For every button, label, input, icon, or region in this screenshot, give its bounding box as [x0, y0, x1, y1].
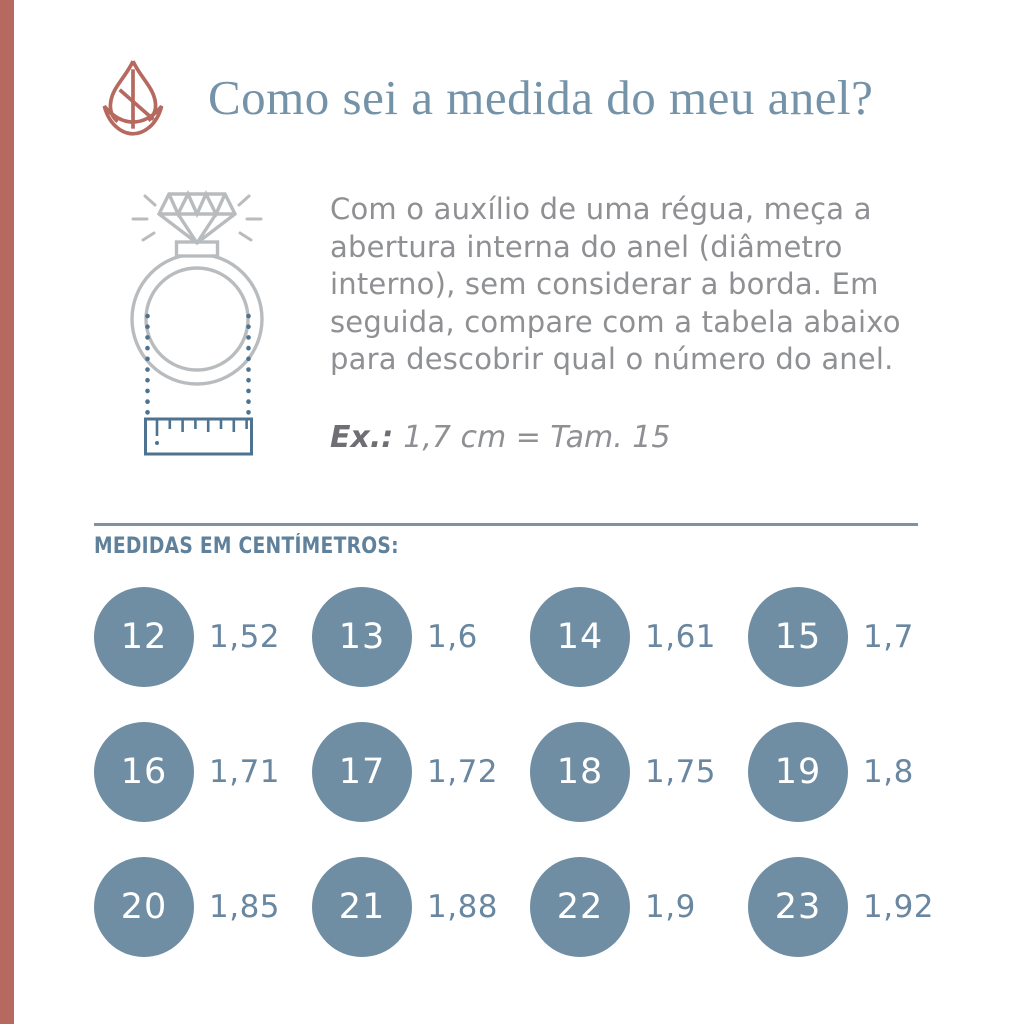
size-badge: 18: [530, 722, 630, 822]
size-badge: 19: [748, 722, 848, 822]
size-cm-value: 1,85: [209, 889, 281, 925]
instructions-text: Com o auxílio de uma régua, meça a abert…: [330, 192, 901, 376]
page-title: Como sei a medida do meu anel?: [208, 70, 874, 125]
left-accent-stripe: [0, 0, 14, 1024]
size-cm-value: 1,61: [645, 619, 717, 655]
size-cm-value: 1,7: [863, 619, 914, 655]
size-item-21: 21 1,88: [312, 857, 530, 957]
size-badge: 22: [530, 857, 630, 957]
size-badge: 20: [94, 857, 194, 957]
size-badge: 15: [748, 587, 848, 687]
size-cm-value: 1,88: [427, 889, 499, 925]
size-badge: 13: [312, 587, 412, 687]
size-cm-value: 1,8: [863, 754, 914, 790]
size-badge: 14: [530, 587, 630, 687]
size-badge: 23: [748, 857, 848, 957]
example-label: Ex.:: [330, 420, 394, 455]
size-item-15: 15 1,7: [748, 587, 966, 687]
size-item-20: 20 1,85: [94, 857, 312, 957]
size-cm-value: 1,52: [209, 619, 281, 655]
size-badge: 16: [94, 722, 194, 822]
size-item-22: 22 1,9: [530, 857, 748, 957]
size-item-17: 17 1,72: [312, 722, 530, 822]
ring-size-grid: 12 1,52 13 1,6 14 1,61 15 1,7 16 1,71 17…: [94, 587, 966, 957]
section-divider: [94, 523, 918, 526]
size-table-header: MEDIDAS EM CENTÍMETROS:: [94, 534, 399, 559]
size-item-19: 19 1,8: [748, 722, 966, 822]
size-item-13: 13 1,6: [312, 587, 530, 687]
example-line: Ex.: 1,7 cm = Tam. 15: [330, 420, 924, 455]
size-badge: 12: [94, 587, 194, 687]
diamond-ring-ruler-icon: [112, 182, 312, 470]
size-item-23: 23 1,92: [748, 857, 966, 957]
size-cm-value: 1,9: [645, 889, 696, 925]
size-badge: 21: [312, 857, 412, 957]
size-badge: 17: [312, 722, 412, 822]
size-item-16: 16 1,71: [94, 722, 312, 822]
brand-leaf-logo-icon: [96, 56, 170, 142]
size-cm-value: 1,71: [209, 754, 281, 790]
size-cm-value: 1,6: [427, 619, 478, 655]
size-item-18: 18 1,75: [530, 722, 748, 822]
size-item-14: 14 1,61: [530, 587, 748, 687]
size-cm-value: 1,75: [645, 754, 717, 790]
size-cm-value: 1,72: [427, 754, 499, 790]
example-value: 1,7 cm = Tam. 15: [403, 420, 671, 455]
size-item-12: 12 1,52: [94, 587, 312, 687]
size-cm-value: 1,92: [863, 889, 935, 925]
